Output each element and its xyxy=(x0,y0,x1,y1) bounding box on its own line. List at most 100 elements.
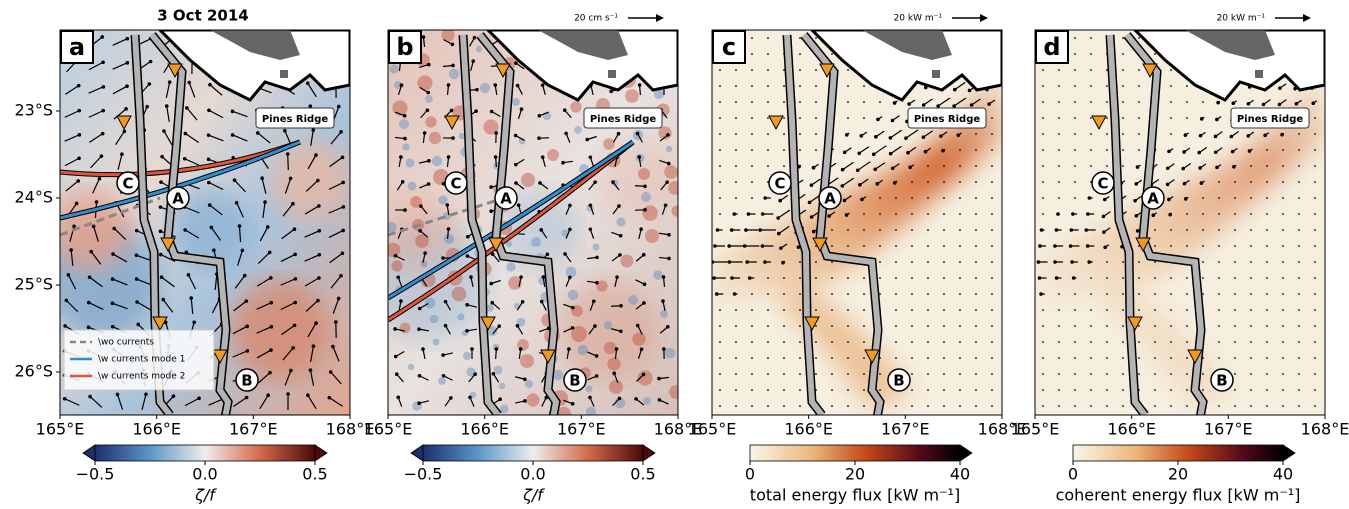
arrow-dot xyxy=(991,373,993,375)
arrow-head xyxy=(779,246,783,250)
arrow-dot xyxy=(847,373,849,375)
arrow-dot xyxy=(767,277,769,279)
arrow-dot xyxy=(767,389,769,391)
arrow-dot xyxy=(927,261,929,263)
arrow-dot xyxy=(927,165,929,167)
flow-arrow xyxy=(113,108,127,120)
arrow-head xyxy=(570,326,575,330)
arrow-head xyxy=(212,248,216,253)
arrow-dot xyxy=(1298,373,1300,375)
track xyxy=(477,33,560,415)
flow-arrow xyxy=(88,133,104,143)
flow-arrow xyxy=(284,370,292,386)
vorticity-speck xyxy=(499,404,509,414)
flow-arrow xyxy=(330,275,342,289)
vorticity-speck xyxy=(410,196,422,208)
arrow-head xyxy=(1086,212,1090,216)
flow-arrow xyxy=(112,85,128,95)
arrow-dot xyxy=(767,405,769,407)
x-tick-label: 168°E xyxy=(326,420,375,439)
arrow-head xyxy=(1087,260,1091,264)
vorticity-speck xyxy=(577,344,589,356)
arrow-dot xyxy=(1074,373,1076,375)
flux-band xyxy=(712,70,1002,310)
mooring xyxy=(160,237,176,253)
arrow-head xyxy=(288,176,293,181)
arrow-dot xyxy=(719,213,721,215)
arrow-dot xyxy=(751,101,753,103)
flow-arrow xyxy=(89,276,103,288)
vorticity-speck xyxy=(448,68,460,80)
arrow-head xyxy=(591,299,596,304)
arrow-dot xyxy=(975,229,977,231)
scale-arrow-head xyxy=(656,14,664,22)
arrow-dot xyxy=(1138,309,1140,311)
arrow-dot xyxy=(1234,293,1236,295)
flow-arrow xyxy=(328,397,344,407)
arrow-dot xyxy=(847,309,849,311)
arrow-dot xyxy=(1170,405,1172,407)
arrow-head xyxy=(110,301,115,306)
arrow-head xyxy=(267,250,272,255)
arrow-head xyxy=(760,244,765,248)
arrow-head xyxy=(662,347,666,351)
arrow-dot xyxy=(1090,277,1092,279)
arrow-dot xyxy=(815,149,817,151)
arrow-dot xyxy=(783,149,785,151)
arrow-dot xyxy=(1250,181,1252,183)
arrow-dot xyxy=(847,245,849,247)
mooring xyxy=(167,63,183,79)
arrow-head xyxy=(657,398,662,402)
vorticity-speck xyxy=(517,339,529,351)
arrow-dot xyxy=(767,149,769,151)
arrow-dot xyxy=(719,149,721,151)
track xyxy=(460,34,501,415)
arrow-head xyxy=(400,179,405,184)
flow-arrow xyxy=(777,209,791,219)
arrow-dot xyxy=(975,325,977,327)
arrow-dot xyxy=(1266,325,1268,327)
vorticity-speck xyxy=(644,228,660,244)
arrow-dot xyxy=(1074,149,1076,151)
colorbar-label: ζ/f xyxy=(522,486,545,505)
arrow-dot xyxy=(1042,69,1044,71)
mooring xyxy=(540,349,556,365)
date-title: 3 Oct 2014 xyxy=(157,7,248,25)
arrow-dot xyxy=(1170,133,1172,135)
arrow-head xyxy=(1056,212,1060,216)
arrow-dot xyxy=(927,309,929,311)
arrow-head xyxy=(1215,117,1219,122)
arrow-head xyxy=(63,324,67,328)
arrow-head xyxy=(617,204,621,208)
vorticity-speck xyxy=(508,276,522,290)
vorticity-speck xyxy=(603,138,615,150)
arrow-dot xyxy=(1298,293,1300,295)
arrow-dot xyxy=(831,53,833,55)
arrow-dot xyxy=(1154,245,1156,247)
arrow-dot xyxy=(943,309,945,311)
arrow-dot xyxy=(815,309,817,311)
arrow-head xyxy=(860,197,864,202)
arrow-dot xyxy=(1170,341,1172,343)
vorticity-speck xyxy=(402,143,410,151)
arrow-head xyxy=(545,252,550,257)
arrow-dot xyxy=(975,277,977,279)
arrow-head xyxy=(1102,197,1107,202)
arrow-dot xyxy=(1186,389,1188,391)
vorticity-speck xyxy=(407,363,415,371)
flow-arrow xyxy=(280,301,296,311)
arrow-head xyxy=(855,168,860,173)
arrow-head xyxy=(493,83,498,87)
arrow-head xyxy=(472,35,477,40)
vorticity-speck xyxy=(556,406,572,415)
land xyxy=(1185,30,1275,60)
vorticity-patch xyxy=(270,140,350,220)
arrow-dot xyxy=(1314,309,1316,311)
arrow-dot xyxy=(831,293,833,295)
arrow-head xyxy=(514,181,518,185)
arrow-dot xyxy=(847,341,849,343)
arrow-head xyxy=(1182,150,1186,154)
arrow-head xyxy=(809,215,814,219)
arrow-dot xyxy=(959,181,961,183)
arrow-head xyxy=(134,277,139,281)
